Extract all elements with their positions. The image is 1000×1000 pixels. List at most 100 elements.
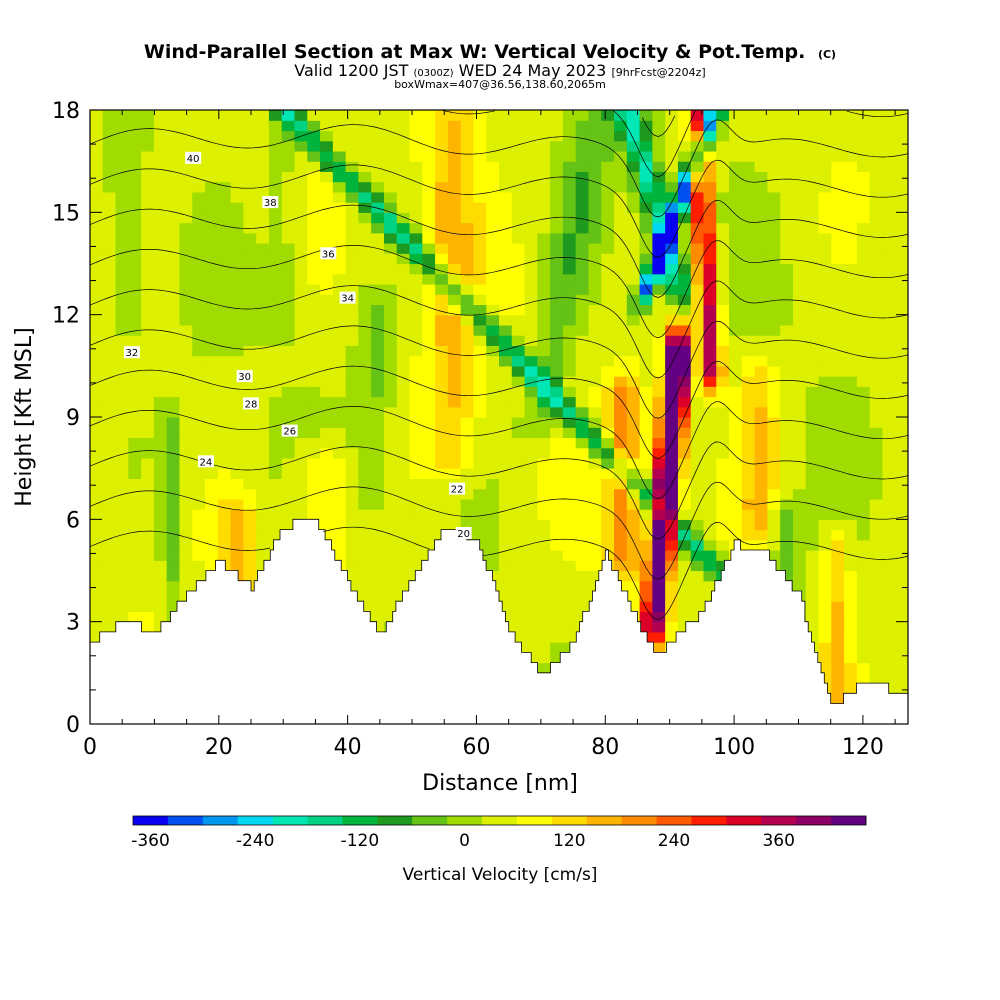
velocity-cell [243,468,257,479]
velocity-cell [422,509,436,520]
velocity-cell [243,519,257,531]
velocity-cell [192,478,206,490]
velocity-cell [665,171,679,183]
velocity-cell [141,120,155,132]
velocity-cell [447,324,462,336]
velocity-cell [882,601,896,613]
velocity-cell [192,130,206,142]
velocity-cell [614,478,628,490]
velocity-cell [230,488,244,500]
velocity-cell [217,550,232,561]
velocity-cell [588,355,602,367]
velocity-cell [614,539,628,551]
velocity-cell [831,478,845,490]
velocity-cell [831,294,845,306]
velocity-cell [537,550,551,561]
velocity-cell [754,447,769,459]
velocity-cell [409,335,423,346]
velocity-cell [332,324,347,336]
velocity-cell [205,335,219,346]
velocity-cell [767,273,781,285]
velocity-cell [320,355,334,367]
velocity-cell [294,191,308,203]
velocity-cell [371,386,385,398]
velocity-cell [192,509,206,520]
velocity-cell [141,110,155,121]
velocity-cell [268,529,283,541]
velocity-cell [102,529,117,541]
velocity-cell [396,365,411,377]
velocity-cell [729,253,743,265]
velocity-cell [141,232,155,244]
velocity-cell [383,181,398,193]
velocity-cell [869,427,884,439]
velocity-cell [639,560,653,572]
velocity-cell [422,263,436,275]
velocity-cell [844,120,858,132]
velocity-cell [435,161,449,172]
velocity-cell [844,560,858,572]
velocity-cell [831,376,845,387]
velocity-cell [473,181,487,193]
velocity-cell [741,539,756,551]
velocity-cell [677,365,692,377]
velocity-cell [665,468,679,479]
velocity-cell [882,243,896,254]
velocity-cell [281,468,296,479]
velocity-cell [805,509,820,520]
velocity-cell [371,283,385,295]
velocity-cell [281,345,296,357]
velocity-cell [473,335,487,346]
velocity-cell [588,212,602,224]
velocity-cell [703,396,717,408]
velocity-cell [588,488,602,500]
velocity-cell [90,427,104,439]
velocity-cell [550,386,564,398]
velocity-cell [473,263,487,275]
velocity-cell [128,560,142,572]
velocity-cell [192,386,206,398]
velocity-cell [601,110,615,121]
velocity-cell [805,529,820,541]
velocity-cell [358,150,372,162]
velocity-cell [371,253,385,265]
velocity-cell [102,120,117,132]
velocity-cell [677,294,692,306]
velocity-cell [882,335,896,346]
velocity-cell [690,314,705,326]
velocity-cell [447,222,462,234]
velocity-cell [805,580,820,592]
velocity-cell [345,335,360,346]
velocity-cell [102,304,117,316]
velocity-cell [217,509,232,520]
velocity-cell [741,304,756,316]
velocity-cell [856,631,871,643]
velocity-cell [690,171,705,183]
velocity-cell [550,120,564,132]
velocity-cell [230,273,244,285]
velocity-cell [179,273,193,285]
velocity-cell [601,335,615,346]
velocity-cell [869,672,884,684]
velocity-cell [792,447,807,459]
velocity-cell [473,406,487,418]
velocity-cell [690,570,705,582]
velocity-cell [818,202,832,213]
velocity-cell [422,335,436,346]
velocity-cell [179,161,193,172]
velocity-cell [166,202,181,213]
velocity-cell [345,365,360,377]
velocity-cell [115,110,129,121]
velocity-cell [639,621,653,633]
velocity-cell [332,171,347,183]
velocity-cell [102,365,117,377]
velocity-cell [895,161,908,172]
velocity-cell [128,120,142,132]
velocity-cell [818,140,832,152]
isentrope-label-bg [339,291,356,304]
velocity-cell [639,161,653,172]
velocity-cell [473,161,487,172]
velocity-cell [729,406,743,418]
velocity-cell [383,150,398,162]
velocity-cell [447,150,462,162]
